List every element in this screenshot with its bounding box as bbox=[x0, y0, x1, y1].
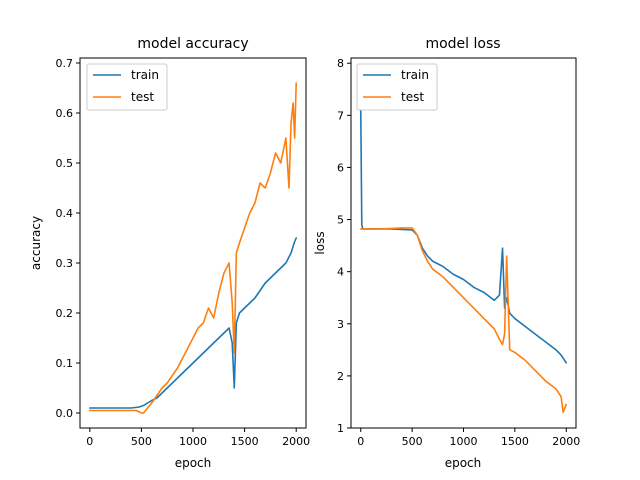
accuracy-xtick-label: 500 bbox=[131, 435, 152, 448]
accuracy-xtick-label: 1000 bbox=[179, 435, 207, 448]
loss-xtick-label: 0 bbox=[357, 435, 364, 448]
loss-legend-test-label: test bbox=[401, 90, 424, 104]
loss-ylabel: loss bbox=[313, 231, 327, 254]
accuracy-xtick-label: 1500 bbox=[231, 435, 259, 448]
loss-ytick-label: 8 bbox=[337, 57, 344, 70]
loss-legend-train-label: train bbox=[401, 68, 429, 82]
accuracy-ytick-label: 0.2 bbox=[56, 307, 74, 320]
accuracy-ytick-label: 0.3 bbox=[56, 257, 74, 270]
loss-ytick-label: 7 bbox=[337, 109, 344, 122]
accuracy-ytick-label: 0.0 bbox=[56, 407, 74, 420]
accuracy-legend: train test bbox=[86, 63, 168, 111]
accuracy-ytick-label: 0.4 bbox=[56, 207, 74, 220]
accuracy-ytick-label: 0.1 bbox=[56, 357, 74, 370]
loss-ytick-label: 5 bbox=[337, 214, 344, 227]
accuracy-test-line bbox=[89, 82, 297, 414]
accuracy-xlabel: epoch bbox=[175, 456, 212, 470]
accuracy-ylabel: accuracy bbox=[29, 216, 43, 270]
loss-ytick-label: 6 bbox=[337, 161, 344, 174]
loss-ytick-label: 1 bbox=[337, 422, 344, 435]
accuracy-ytick-label: 0.7 bbox=[56, 57, 74, 70]
loss-clip-area bbox=[359, 109, 568, 414]
accuracy-clip-area bbox=[89, 82, 297, 414]
loss-xtick-label: 1000 bbox=[450, 435, 478, 448]
accuracy-train-line bbox=[89, 237, 297, 409]
loss-panel: model loss 0 500 1000 1500 2000 1 2 3 4 5 6 7 8 epoc… bbox=[313, 36, 580, 470]
accuracy-legend-train-label: train bbox=[131, 68, 159, 82]
accuracy-xtick-label: 0 bbox=[86, 435, 93, 448]
accuracy-panel: model accuracy 0 500 1000 1500 2000 0.0 0.1 0.2… bbox=[29, 36, 310, 470]
loss-ytick-label: 3 bbox=[337, 318, 344, 331]
loss-ytick-label: 4 bbox=[337, 266, 344, 279]
accuracy-ytick-label: 0.6 bbox=[56, 107, 74, 120]
loss-legend: train test bbox=[356, 63, 438, 111]
accuracy-legend-test-label: test bbox=[131, 90, 154, 104]
loss-xtick-label: 500 bbox=[402, 435, 423, 448]
loss-test-line bbox=[359, 227, 568, 414]
accuracy-xtick-label: 2000 bbox=[282, 435, 310, 448]
accuracy-ytick-label: 0.5 bbox=[56, 157, 74, 170]
loss-xtick-label: 2000 bbox=[552, 435, 580, 448]
loss-ytick-label: 2 bbox=[337, 370, 344, 383]
accuracy-title: model accuracy bbox=[137, 36, 248, 52]
loss-xlabel: epoch bbox=[445, 456, 482, 470]
loss-xtick-label: 1500 bbox=[501, 435, 529, 448]
loss-title: model loss bbox=[425, 36, 500, 52]
